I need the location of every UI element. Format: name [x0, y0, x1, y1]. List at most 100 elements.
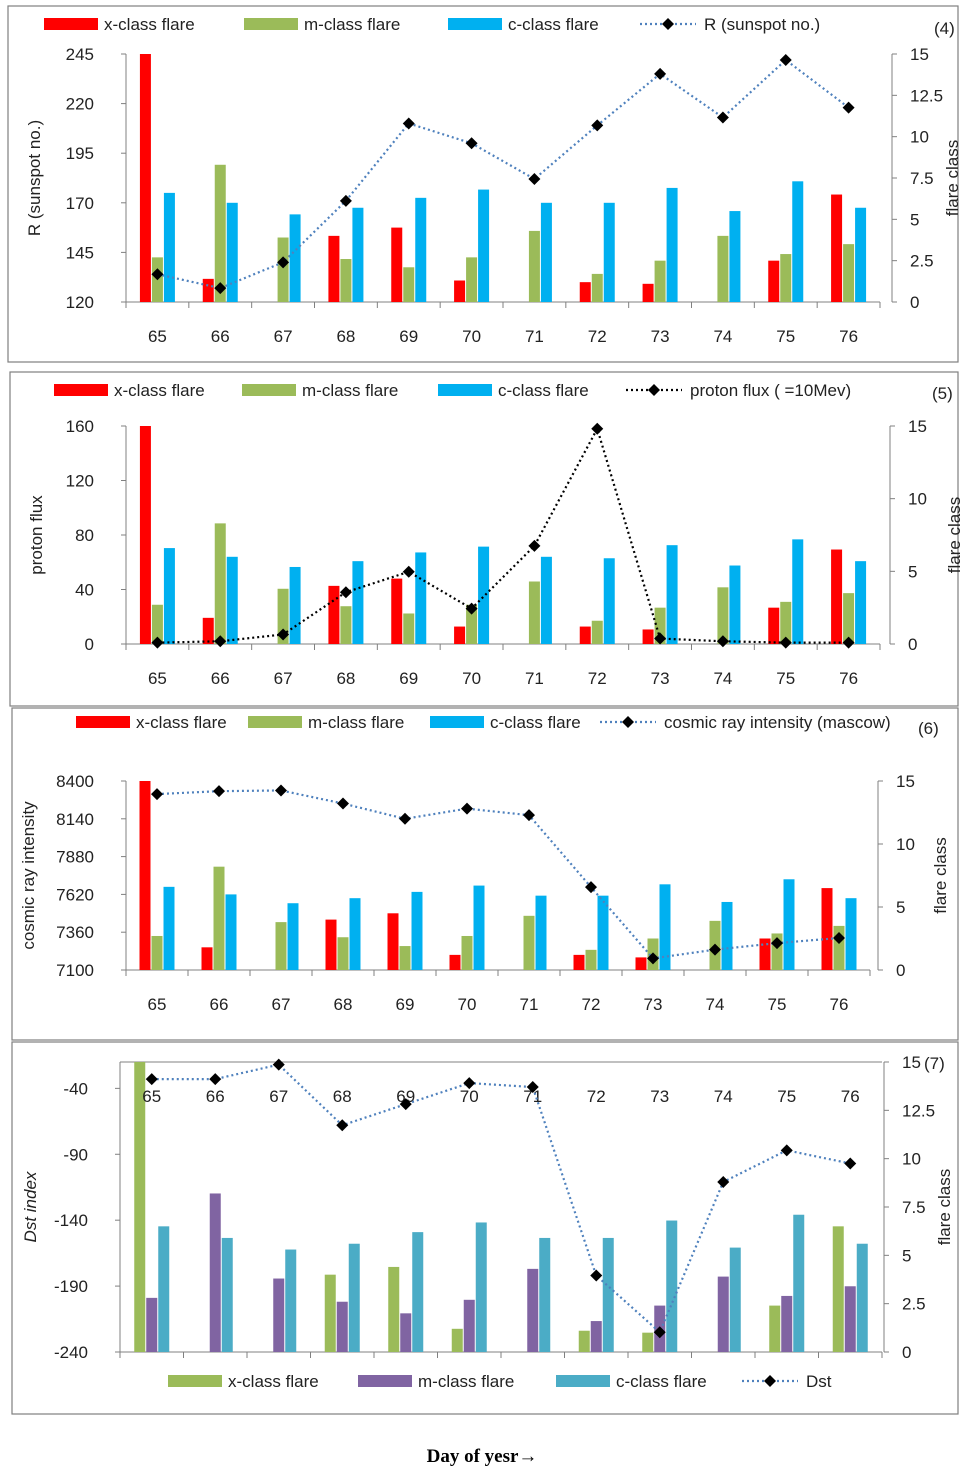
x-tick-label: 76: [841, 1087, 860, 1106]
x-tick-label: 68: [336, 327, 355, 346]
bar-m-class-67: [277, 588, 289, 644]
figure-caption: Day of yesr→: [426, 1446, 538, 1467]
bar-c-class-66: [221, 1237, 233, 1352]
x-tick-label: 74: [706, 995, 725, 1014]
line-marker-69: [402, 565, 415, 578]
bar-c-class-75: [792, 539, 804, 644]
line-marker-73: [647, 952, 659, 965]
line-marker-65: [151, 636, 164, 649]
x-tick-label: 66: [211, 669, 230, 688]
y-tick-label: -40: [63, 1079, 88, 1098]
line-marker-76: [842, 101, 855, 114]
line-marker-76: [833, 932, 845, 945]
x-tick-label: 66: [206, 1087, 225, 1106]
bar-c-class-68: [352, 207, 364, 302]
bar-m-class-76: [833, 925, 845, 970]
line-marker-66: [214, 635, 227, 648]
bar-c-class-69: [412, 1232, 424, 1352]
bar-c-class-68: [349, 898, 361, 970]
y2-tick-label: 0: [902, 1343, 911, 1362]
x-tick-label: 67: [272, 995, 291, 1014]
bar-c-class-76: [856, 1243, 868, 1352]
bar-m-class-70: [466, 257, 478, 302]
y2-tick-label: 15: [896, 772, 915, 791]
legend-label: x-class flare: [104, 15, 195, 34]
bar-m-class-66: [214, 164, 226, 302]
y-tick-label: 120: [66, 472, 94, 491]
legend-label: m-class flare: [308, 713, 404, 732]
line-marker-65: [151, 268, 164, 281]
bar-x-class-73: [635, 957, 647, 970]
legend-label: m-class flare: [418, 1372, 514, 1391]
y-tick-label: -90: [63, 1145, 88, 1164]
y2-tick-label: 10: [908, 490, 927, 509]
bar-x-class-76: [832, 1226, 844, 1352]
line-marker-69: [399, 812, 411, 825]
y-tick-label: 170: [66, 194, 94, 213]
chart-panel-7: -240 -190 -140 -90 -40 0 2.5 5 7.5 10 12.5 15 Dst in…: [11, 1041, 959, 1415]
x-tick-label: 72: [588, 669, 607, 688]
bar-x-class-75: [769, 1305, 781, 1352]
bar-m-class-69: [403, 267, 415, 302]
panel-frame: [11, 1041, 959, 1415]
x-tick-label: 65: [148, 327, 167, 346]
bar-m-class-70: [461, 935, 473, 970]
panel-number-label: (7): [924, 1054, 945, 1073]
y2-tick-label: 15: [908, 417, 927, 436]
y2-tick-label: 2.5: [902, 1295, 926, 1314]
bar-m-class-66: [213, 866, 225, 970]
y2-tick-label: 5: [896, 898, 905, 917]
line-marker-76: [842, 636, 855, 649]
x-tick-label: 67: [269, 1087, 288, 1106]
y2-axis-title: flare class: [935, 1169, 954, 1246]
bar-m-class-70: [466, 604, 478, 644]
bar-c-class-65: [163, 192, 175, 302]
y2-axis-title: flare class: [931, 837, 950, 914]
x-tick-label: 65: [148, 669, 167, 688]
bar-x-class-73: [642, 1332, 654, 1352]
legend-swatch: [76, 716, 130, 728]
y-tick-label: 195: [66, 144, 94, 163]
y2-tick-label: 15: [910, 45, 929, 64]
line-marker-72: [585, 881, 597, 894]
y2-tick-label: 15: [902, 1053, 921, 1072]
bar-c-class-67: [287, 903, 299, 970]
bar-m-class-68: [336, 1301, 348, 1352]
x-tick-label: 72: [588, 327, 607, 346]
legend-label: x-class flare: [136, 713, 227, 732]
bar-c-class-71: [535, 895, 547, 970]
x-tick-label: 65: [142, 1087, 161, 1106]
bar-c-class-74: [721, 901, 733, 970]
bar-c-class-69: [411, 891, 423, 970]
bar-c-class-70: [473, 885, 485, 970]
legend-swatch: [448, 18, 502, 30]
bar-x-class-65: [139, 426, 151, 644]
y2-tick-label: 2.5: [910, 252, 934, 271]
y2-tick-label: 12.5: [902, 1101, 935, 1120]
bar-x-class-70: [451, 1328, 463, 1352]
x-tick-label: 75: [768, 995, 787, 1014]
x-tick-label: 76: [839, 669, 858, 688]
line-marker-72: [591, 119, 604, 132]
bar-x-class-66: [201, 947, 213, 970]
bar-c-class-68: [352, 561, 364, 644]
y-tick-label: -190: [54, 1277, 88, 1296]
y-tick-label: 0: [85, 635, 94, 654]
legend-swatch: [430, 716, 484, 728]
bar-c-class-72: [597, 895, 609, 970]
x-tick-label: 71: [525, 669, 544, 688]
bar-m-class-66: [214, 523, 226, 644]
bar-c-class-68: [348, 1243, 360, 1352]
bar-x-class-76: [831, 194, 843, 302]
line-marker-71: [528, 539, 541, 552]
bar-x-class-65: [134, 1062, 146, 1352]
y2-axis-title: flare class: [945, 497, 964, 574]
bar-x-class-76: [821, 888, 833, 970]
legend-label: proton flux ( =10Mev): [690, 381, 851, 400]
bar-m-class-68: [340, 259, 352, 302]
line-marker-75: [771, 937, 783, 950]
y-tick-label: 8140: [56, 810, 94, 829]
bar-c-class-76: [845, 898, 857, 970]
line-marker-65: [151, 788, 163, 801]
line-marker-73: [654, 632, 667, 645]
